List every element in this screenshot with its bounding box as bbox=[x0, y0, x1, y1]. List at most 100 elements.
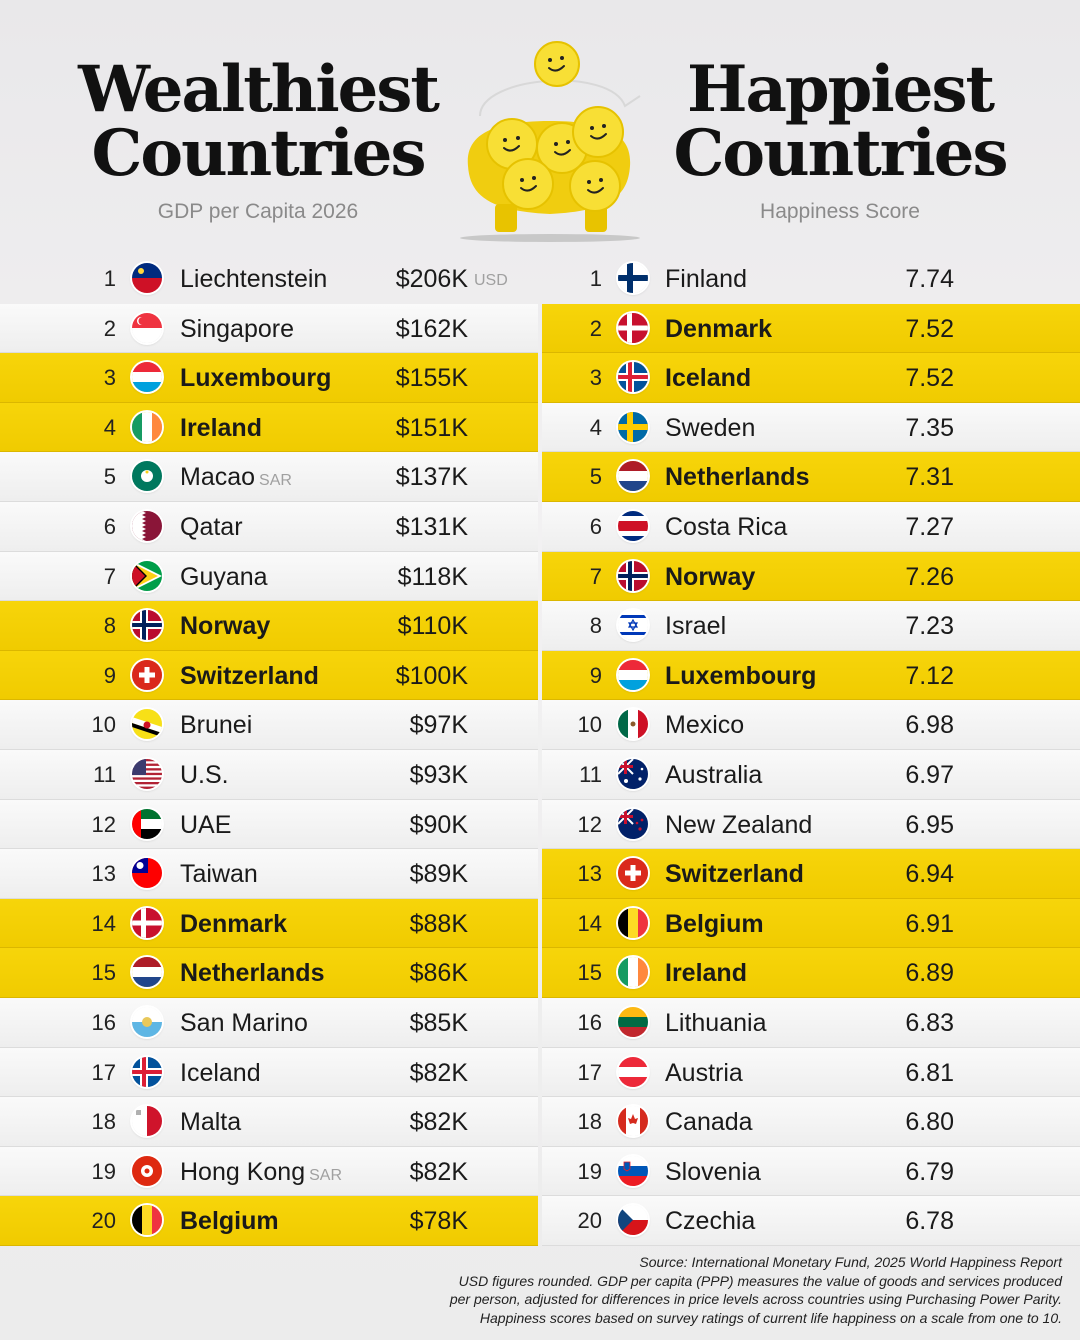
gdp-value: $151K bbox=[395, 413, 468, 442]
country-name: Iceland bbox=[180, 1058, 261, 1087]
happy-title-line2: Countries bbox=[673, 116, 1008, 191]
netherlands-flag-icon bbox=[132, 957, 162, 988]
rank-number: 16 bbox=[91, 1009, 116, 1035]
country-name: Taiwan bbox=[180, 860, 258, 889]
country-name: Israel bbox=[665, 612, 727, 641]
happiness-score: 6.94 bbox=[905, 860, 954, 889]
wealth-row: 12 UAE $90K bbox=[0, 799, 538, 850]
rank-number: 3 bbox=[103, 365, 116, 391]
rank-number: 7 bbox=[589, 563, 602, 589]
wealth-row: 16 San Marino $85K bbox=[0, 997, 538, 1048]
country-name: Guyana bbox=[180, 562, 268, 591]
happy-table: 1 Finland 7.74 2 Denmark 7.52 3 Iceland 7.52 4 Swe… bbox=[542, 254, 1080, 1246]
country-name: Norway bbox=[665, 562, 756, 591]
happy-row: 13 Switzerland 6.94 bbox=[542, 849, 1080, 899]
wealth-row: 15 Netherlands $86K bbox=[0, 948, 538, 998]
rank-number: 12 bbox=[577, 811, 602, 837]
wealth-title-line1: Wealthiest bbox=[78, 52, 440, 127]
happy-row: 7 Norway 7.26 bbox=[542, 551, 1080, 602]
happy-row: 1 Finland 7.74 bbox=[542, 254, 1080, 304]
luxembourg-flag-icon bbox=[618, 659, 648, 690]
costarica-flag-icon bbox=[618, 510, 648, 541]
rank-number: 17 bbox=[577, 1059, 602, 1085]
country-name: Slovenia bbox=[665, 1157, 761, 1186]
country-name: Qatar bbox=[180, 512, 243, 541]
newzealand-flag-icon bbox=[618, 808, 648, 839]
happiness-score: 7.35 bbox=[905, 413, 954, 442]
country-name: Belgium bbox=[180, 1207, 279, 1236]
happy-title: Happiest Countries bbox=[630, 58, 1050, 186]
wealth-row: 11 U.S. $93K bbox=[0, 749, 538, 800]
rank-number: 4 bbox=[103, 414, 116, 440]
country-name: Brunei bbox=[180, 711, 253, 740]
happiness-score: 7.27 bbox=[905, 512, 954, 541]
happy-row: 11 Australia 6.97 bbox=[542, 749, 1080, 800]
country-name: Iceland bbox=[665, 364, 752, 393]
happiness-score: 7.74 bbox=[905, 265, 954, 293]
happiness-score: 6.83 bbox=[905, 1008, 954, 1037]
rank-number: 17 bbox=[91, 1059, 116, 1085]
country-name: Finland bbox=[665, 265, 747, 293]
qatar-flag-icon bbox=[132, 510, 162, 541]
happy-row: 12 New Zealand 6.95 bbox=[542, 799, 1080, 850]
happy-row: 3 Iceland 7.52 bbox=[542, 353, 1080, 403]
rank-number: 6 bbox=[103, 513, 116, 539]
wealth-title-line2: Countries bbox=[91, 116, 426, 191]
gdp-value: $155K bbox=[395, 364, 468, 393]
country-name: Switzerland bbox=[665, 860, 804, 889]
wealth-row: 14 Denmark $88K bbox=[0, 898, 538, 949]
happy-row: 20 Czechia 6.78 bbox=[542, 1196, 1080, 1246]
rank-number: 20 bbox=[577, 1208, 602, 1234]
rank-number: 6 bbox=[589, 513, 602, 539]
happy-row: 8 Israel 7.23 bbox=[542, 601, 1080, 651]
country-name: Belgium bbox=[665, 909, 764, 938]
rank-number: 19 bbox=[577, 1158, 602, 1184]
happiness-score: 6.91 bbox=[905, 909, 954, 938]
rank-number: 4 bbox=[589, 414, 602, 440]
footnote-line: Happiness scores based on survey ratings… bbox=[479, 1309, 1062, 1326]
region-suffix: SAR bbox=[259, 472, 292, 490]
happy-row: 9 Luxembourg 7.12 bbox=[542, 650, 1080, 701]
country-name: Liechtenstein bbox=[180, 265, 328, 293]
country-name: Australia bbox=[665, 760, 763, 789]
country-name: U.S. bbox=[180, 760, 229, 789]
wealth-row: 1 Liechtenstein $206K USD bbox=[0, 254, 538, 304]
gdp-value: $97K bbox=[409, 711, 468, 740]
sanmarino-flag-icon bbox=[132, 1006, 162, 1037]
rank-number: 8 bbox=[589, 613, 602, 639]
rank-number: 14 bbox=[91, 910, 116, 936]
rank-number: 19 bbox=[91, 1158, 116, 1184]
happy-row: 15 Ireland 6.89 bbox=[542, 948, 1080, 998]
australia-flag-icon bbox=[618, 758, 648, 789]
happiness-score: 6.89 bbox=[905, 959, 954, 988]
gdp-value: $82K bbox=[409, 1058, 468, 1087]
gdp-value: $89K bbox=[409, 860, 468, 889]
footnote-line: per person, adjusted for differences in … bbox=[449, 1291, 1062, 1307]
gdp-value: $110K bbox=[397, 612, 468, 641]
rank-number: 8 bbox=[103, 613, 116, 639]
country-name: San Marino bbox=[180, 1008, 308, 1037]
happy-row: 6 Costa Rica 7.27 bbox=[542, 501, 1080, 552]
happy-row: 2 Denmark 7.52 bbox=[542, 303, 1080, 354]
country-name: Switzerland bbox=[180, 661, 319, 690]
country-name: Norway bbox=[180, 612, 271, 641]
malta-flag-icon bbox=[132, 1106, 162, 1137]
happiness-score: 7.12 bbox=[905, 661, 954, 690]
lithuania-flag-icon bbox=[618, 1006, 648, 1037]
rank-number: 1 bbox=[103, 266, 116, 291]
denmark-flag-icon bbox=[618, 312, 648, 343]
wealth-row: 2 Singapore $162K bbox=[0, 303, 538, 354]
wealth-table: 1 Liechtenstein $206K USD 2 Singapore $162K 3 Lu… bbox=[0, 254, 538, 1246]
happiness-score: 6.81 bbox=[905, 1058, 954, 1087]
rank-number: 2 bbox=[589, 315, 602, 341]
country-name: Singapore bbox=[180, 314, 294, 343]
happiness-score: 6.97 bbox=[905, 760, 954, 789]
guyana-flag-icon bbox=[132, 560, 162, 591]
rank-number: 15 bbox=[91, 960, 116, 986]
netherlands-flag-icon bbox=[618, 461, 648, 492]
happiness-score: 6.78 bbox=[905, 1207, 954, 1236]
wealth-row: 18 Malta $82K bbox=[0, 1097, 538, 1147]
rank-number: 5 bbox=[103, 464, 116, 490]
wealth-row: 6 Qatar $131K bbox=[0, 501, 538, 552]
gdp-value: $82K bbox=[409, 1157, 468, 1186]
